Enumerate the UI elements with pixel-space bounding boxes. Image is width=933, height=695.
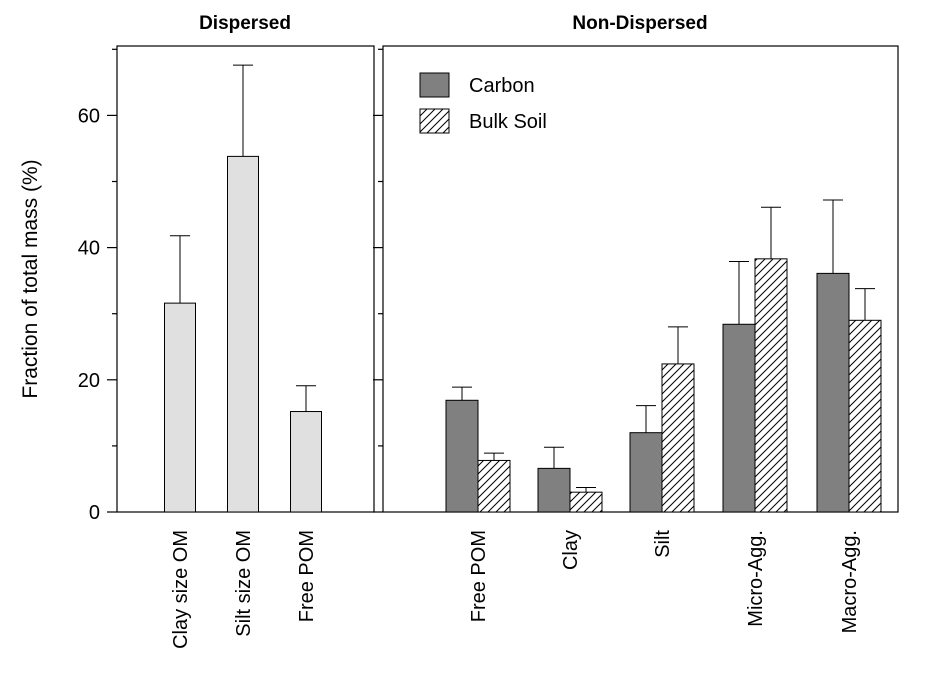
category-label: Clay — [560, 530, 582, 570]
bar-bulk-soil-clay — [569, 491, 603, 513]
y-tick-label: 60 — [78, 105, 100, 127]
y-axis-label: Fraction of total mass (%) — [19, 159, 42, 398]
category-label: Clay size OM — [170, 530, 192, 649]
category-label: Free POM — [468, 530, 490, 622]
bar-bulk-soil-silt — [661, 363, 695, 513]
category-label: Silt size OM — [233, 530, 255, 637]
dispersed-bars — [164, 64, 322, 513]
bar-carbon-silt — [629, 432, 663, 513]
bar-bulk-soil-free-pom — [477, 459, 511, 513]
non-dispersed-category-labels: Free POM Clay Silt Micro-Agg. Macro-Agg. — [468, 530, 861, 634]
dispersed-panel-title: Dispersed — [199, 13, 291, 34]
bar-carbon-micro-agg- — [722, 323, 756, 513]
category-label: Macro-Agg. — [839, 530, 861, 633]
bar-carbon-clay — [537, 467, 571, 513]
y-tick-label: 40 — [78, 238, 100, 260]
bar-carbon-macro-agg- — [816, 272, 850, 513]
bar-silt-size-om — [227, 155, 259, 513]
y-tick-label: 0 — [89, 502, 100, 524]
bar-clay-size-om — [164, 302, 196, 513]
bar-carbon-free-pom — [445, 399, 479, 513]
bar-bulk-soil-macro-agg- — [848, 319, 882, 513]
legend-label-bulk-soil: Bulk Soil — [469, 111, 547, 133]
bar-free-pom — [290, 411, 322, 513]
dispersed-category-labels: Clay size OM Silt size OM Free POM — [170, 530, 318, 649]
legend: Carbon Bulk Soil — [419, 72, 547, 134]
non-dispersed-bars — [445, 199, 882, 513]
y-tick-label: 20 — [78, 370, 100, 392]
bar-bulk-soil-micro-agg- — [754, 258, 788, 513]
category-label: Free POM — [296, 530, 318, 622]
legend-swatch-bulk-soil — [419, 108, 450, 134]
legend-swatch-carbon — [419, 72, 450, 98]
legend-label-carbon: Carbon — [469, 75, 535, 97]
y-axis-ticks: 0 20 40 60 — [78, 48, 383, 524]
non-dispersed-panel-title: Non-Dispersed — [572, 13, 707, 34]
category-label: Silt — [652, 530, 674, 558]
category-label: Micro-Agg. — [745, 530, 767, 627]
